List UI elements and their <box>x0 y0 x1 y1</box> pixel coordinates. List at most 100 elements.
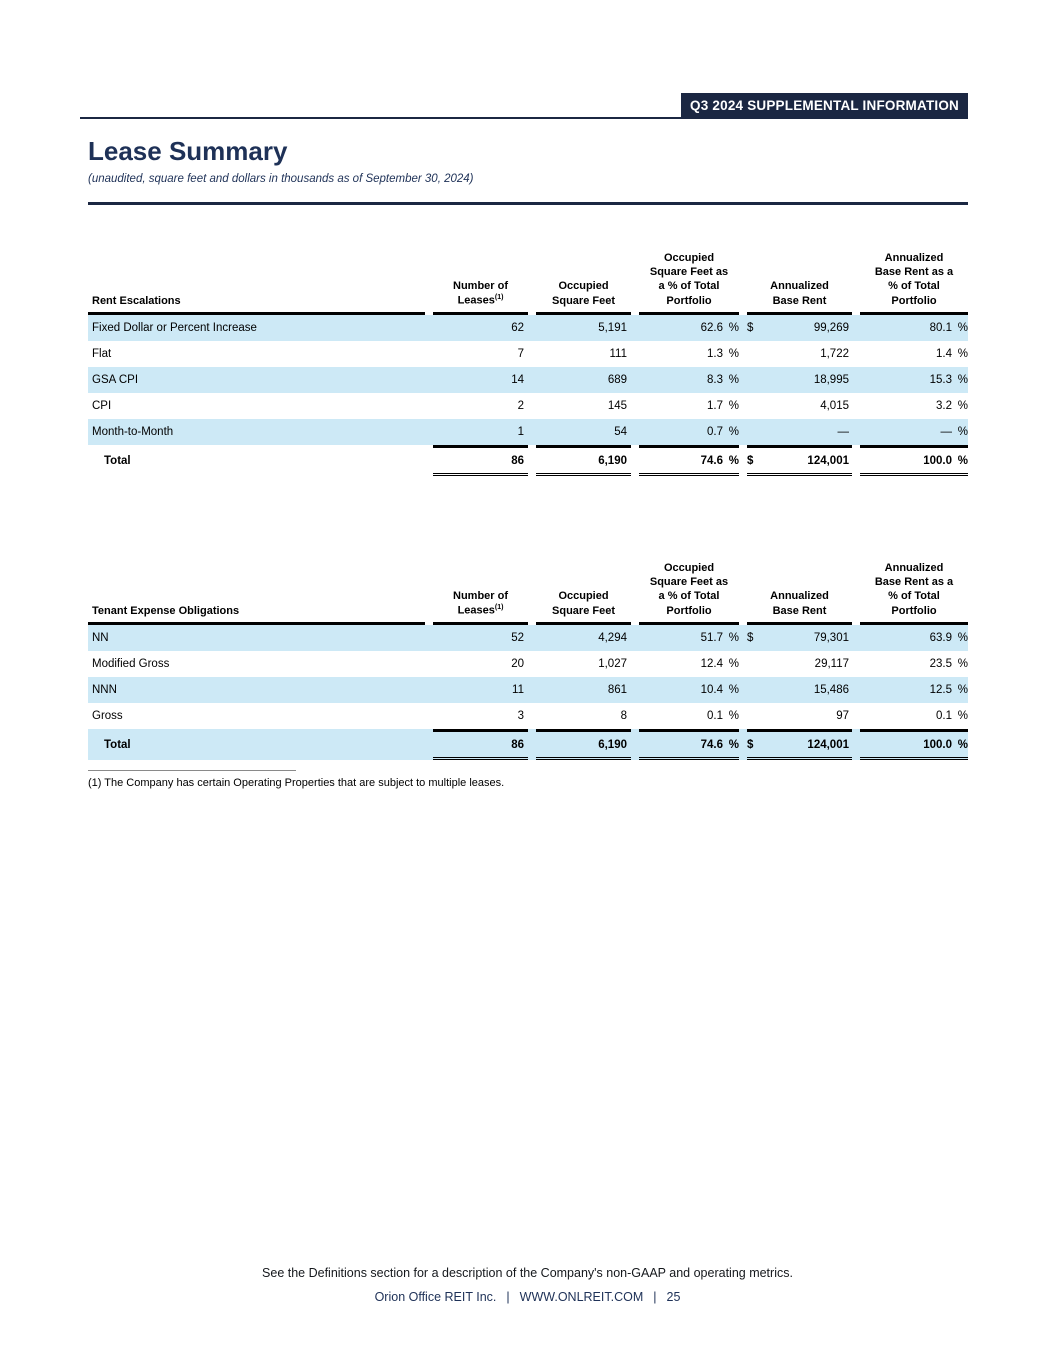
cell-occupied-sf-percent: 62.6% <box>639 315 739 341</box>
column-gap <box>739 677 747 703</box>
cell-occupied-sf-percent: 1.7% <box>639 393 739 419</box>
cell-abr-percent: 23.5% <box>860 651 968 677</box>
percent-value: 12.4 <box>700 658 723 670</box>
row-label: Total <box>104 738 131 751</box>
column-gap <box>631 341 639 367</box>
column-header-text: Annualized <box>884 251 944 264</box>
base-rent-value: 97 <box>836 710 849 722</box>
cell-annualized-base-rent: 15,486 <box>747 677 852 703</box>
row-label: CPI <box>92 400 112 412</box>
column-gap <box>425 250 433 315</box>
percent-sign: % <box>957 374 968 386</box>
column-gap <box>852 445 860 476</box>
column-header-text: Portfolio <box>891 604 937 617</box>
column-header-text: Occupied <box>663 561 715 574</box>
cell-occupied-sf-percent: 0.7% <box>639 419 739 445</box>
column-gap <box>631 250 639 315</box>
table-row: GSA CPI 14 689 8.3% 18,995 15.3% <box>88 367 968 393</box>
column-gap <box>425 651 433 677</box>
percent-value: 12.5 <box>929 684 952 696</box>
footnote-rule <box>88 770 296 771</box>
column-header-text: Leases(1) <box>457 604 504 617</box>
base-rent-value: 124,001 <box>807 738 849 751</box>
row-label: Modified Gross <box>92 658 170 670</box>
column-gap <box>631 367 639 393</box>
column-gap <box>528 393 536 419</box>
column-gap <box>425 625 433 651</box>
column-gap <box>631 729 639 760</box>
cell-annualized-base-rent: $79,301 <box>747 625 852 651</box>
cell-number-of-leases: 86 <box>433 729 528 760</box>
column-gap <box>425 341 433 367</box>
percent-value: 1.3 <box>707 348 723 360</box>
footer-separator: | <box>506 1290 510 1304</box>
column-header-text: Square Feet as <box>649 266 729 279</box>
table-row: CPI 2 145 1.7% 4,015 3.2% <box>88 393 968 419</box>
column-header-label: Rent Escalations <box>88 250 425 315</box>
column-gap <box>739 445 747 476</box>
column-header-sqft-pct: Occupied Square Feet as a % of Total Portfo… <box>639 560 739 625</box>
column-header-text: Square Feet as <box>649 576 729 589</box>
percent-sign: % <box>728 738 739 751</box>
column-gap <box>425 419 433 445</box>
percent-value: 62.6 <box>700 322 723 334</box>
percent-value: 8.3 <box>707 374 723 386</box>
cell-number-of-leases: 14 <box>511 374 524 386</box>
column-header-leases: Number of Leases(1) <box>433 250 528 315</box>
cell-abr-percent: 63.9% <box>860 625 968 651</box>
cell-occupied-square-feet: 1,027 <box>598 658 627 670</box>
footnote-ref: (1) <box>494 604 504 612</box>
column-gap <box>852 651 860 677</box>
percent-sign: % <box>957 454 968 467</box>
table-header-row: Rent Escalations Number of Leases(1) Occupi… <box>88 250 968 315</box>
header-rule <box>80 117 968 119</box>
tenant-expense-obligations-table: Tenant Expense Obligations Number of Lease… <box>88 560 968 760</box>
column-gap <box>739 419 747 445</box>
column-header-text: Annualized <box>770 280 829 293</box>
footer-url[interactable]: WWW.ONLREIT.COM <box>519 1290 644 1304</box>
percent-value: 0.1 <box>936 710 952 722</box>
percent-sign: % <box>957 658 968 670</box>
column-gap <box>528 315 536 341</box>
table-row: NN 52 4,294 51.7% $79,301 63.9% <box>88 625 968 651</box>
column-header-sqft: Occupied Square Feet <box>536 560 631 625</box>
column-gap <box>528 729 536 760</box>
cell-number-of-leases: 1 <box>517 426 524 438</box>
base-rent-value: 4,015 <box>820 400 849 412</box>
table-row: Modified Gross 20 1,027 12.4% 29,117 23.5% <box>88 651 968 677</box>
table-total-row: Total 86 6,190 74.6% $124,001 100.0% <box>88 729 968 760</box>
column-gap <box>528 560 536 625</box>
percent-sign: % <box>728 710 739 722</box>
column-header-text: Portfolio <box>891 294 937 307</box>
column-header-sqft: Occupied Square Feet <box>536 250 631 315</box>
column-gap <box>739 560 747 625</box>
dollar-sign: $ <box>747 738 754 751</box>
column-gap <box>739 703 747 729</box>
column-header-text: Leases(1) <box>457 294 504 307</box>
column-gap <box>528 419 536 445</box>
column-header-text: % of Total <box>888 280 940 293</box>
cell-number-of-leases: 52 <box>511 632 524 644</box>
column-header-text: a % of Total <box>658 280 720 293</box>
cell-abr-percent: 15.3% <box>860 367 968 393</box>
column-gap <box>852 560 860 625</box>
table-row: Month-to-Month 1 54 0.7% — —% <box>88 419 968 445</box>
percent-value: 3.2 <box>936 400 952 412</box>
column-header-text: Square Feet <box>552 294 615 307</box>
column-header-text: Rent Escalations <box>92 294 181 307</box>
cell-occupied-sf-percent: 8.3% <box>639 367 739 393</box>
cell-occupied-square-feet: 6,190 <box>536 729 631 760</box>
cell-occupied-sf-percent: 12.4% <box>639 651 739 677</box>
cell-occupied-square-feet: 111 <box>609 348 627 360</box>
column-header-text: Tenant Expense Obligations <box>92 604 240 617</box>
cell-annualized-base-rent: $124,001 <box>747 729 852 760</box>
percent-sign: % <box>728 348 739 360</box>
percent-value: 74.6 <box>700 738 723 751</box>
page-title: Lease Summary <box>88 136 288 166</box>
column-header-text: a % of Total <box>658 590 720 603</box>
dollar-sign: $ <box>747 454 754 467</box>
cell-occupied-square-feet: 5,191 <box>598 322 627 334</box>
column-gap <box>631 560 639 625</box>
column-header-text: Annualized <box>770 590 829 603</box>
base-rent-value: 79,301 <box>813 632 849 644</box>
